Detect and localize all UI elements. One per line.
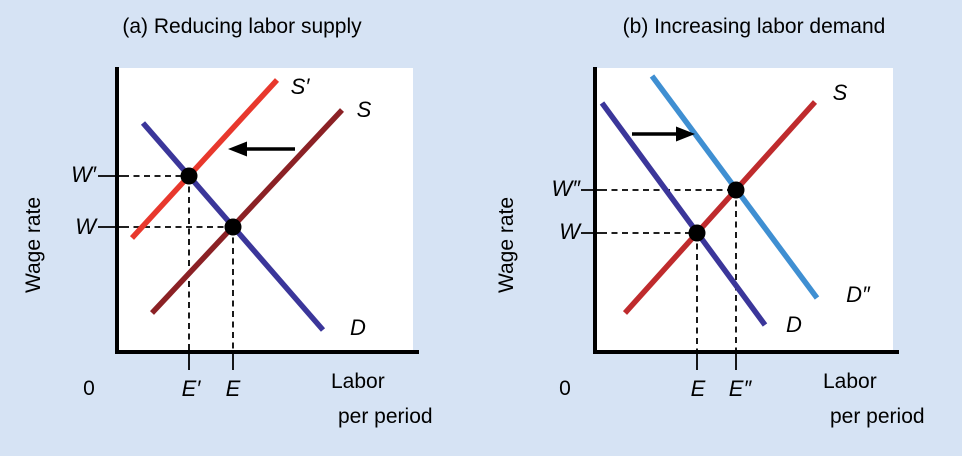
panel-b-equilibrium-point-new	[727, 181, 745, 199]
panel-b-y-axis-label: Wage rate	[495, 196, 518, 294]
panel-b-x-axis-label-line1: Labor	[823, 370, 877, 393]
panel-b-supply-curve	[622, 100, 818, 315]
panel-a-employment-new-label: E′	[181, 376, 201, 401]
panel-b-wage-new-label: W″	[551, 176, 580, 201]
panel-b-x-axis-label-line2: per period	[830, 405, 925, 428]
panel-b-x-axis-label: Labor per period	[823, 364, 925, 434]
panel-a-y-axis-label: Wage rate	[22, 196, 45, 294]
panel-b-demand-label: D	[786, 312, 802, 337]
panel-b-employment-old-label: E	[690, 376, 706, 401]
panel-b-origin-label: 0	[559, 377, 571, 400]
panel-a-title: (a) Reducing labor supply	[122, 15, 362, 38]
panel-a-supply-curve	[149, 108, 345, 315]
panel-b-demand-curve	[599, 101, 768, 327]
panel-a-equilibrium-point-new	[180, 167, 198, 185]
panel-a-supply-shifted-label: S′	[290, 74, 310, 99]
panel-b-wage-old-label: W	[559, 219, 580, 244]
panel-a-plot-area	[115, 68, 413, 352]
panel-b-equilibrium-point-old	[688, 224, 706, 242]
panel-a-shift-arrow-head	[228, 141, 247, 157]
panel-b-title: (b) Increasing labor demand	[622, 15, 886, 38]
panel-a-x-axis-label-line1: Labor	[331, 370, 385, 393]
panel-a-wage-old-label: W	[75, 214, 96, 239]
panel-a-shift-arrow	[228, 141, 295, 157]
panel-a-demand-label: D	[350, 315, 366, 340]
panel-a-employment-old-label: E	[225, 376, 241, 401]
panel-b-shift-arrow	[632, 126, 695, 142]
panel-b-plot-area	[593, 68, 893, 352]
panel-a-x-axis-label: Labor per period	[331, 364, 433, 434]
panel-a-equilibrium-point-old	[224, 218, 242, 236]
panel-b-demand-shifted-label: D″	[846, 282, 870, 307]
panel-b-employment-new-label: E″	[728, 376, 752, 401]
panel-b-shift-arrow-head	[676, 126, 695, 142]
panel-a-x-axis-label-line2: per period	[338, 405, 433, 428]
panel-a-origin-label: 0	[83, 377, 95, 400]
panel-a-plot	[98, 67, 419, 370]
panel-a-supply-label: S	[356, 97, 372, 122]
panel-b-plot	[581, 67, 899, 370]
panel-a-wage-new-label: W′	[71, 162, 96, 187]
panel-b-supply-label: S	[832, 80, 848, 105]
panel-a-supply-shifted-curve	[129, 78, 280, 240]
